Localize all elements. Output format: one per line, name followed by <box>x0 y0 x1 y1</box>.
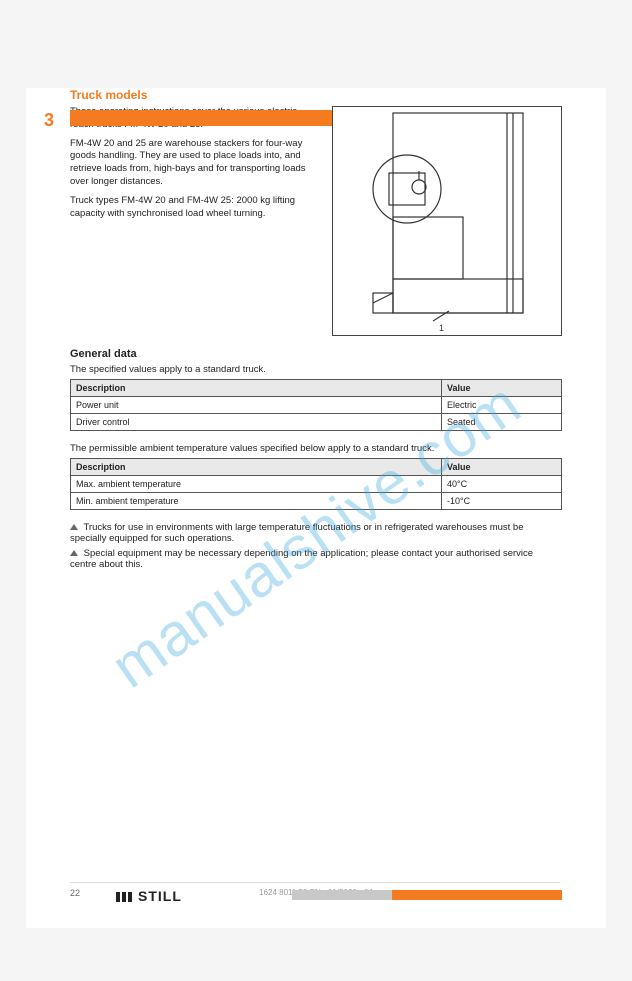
table-cell: 40°C <box>442 476 562 493</box>
table2-intro: The permissible ambient temperature valu… <box>70 443 562 454</box>
truck-diagram: 1 <box>332 106 562 336</box>
callout-number: 1 <box>439 323 444 333</box>
table-header: Description <box>71 459 442 476</box>
table-cell: -10°C <box>442 493 562 510</box>
table-cell: Max. ambient temperature <box>71 476 442 493</box>
chapter-number: 3 <box>44 110 54 131</box>
footer-bar-orange <box>392 890 562 900</box>
page-footer: 22 STILL 1624 8011 50 EN - 01/2020 - 04 <box>26 882 606 916</box>
body-two-col: These operating instructions cover the v… <box>70 106 562 336</box>
note-text: Special equipment may be necessary depen… <box>70 548 533 570</box>
note-paragraph: Special equipment may be necessary depen… <box>70 548 562 570</box>
forklift-line-drawing: 1 <box>333 107 563 337</box>
table-header: Description <box>71 380 442 397</box>
table-row: Driver control Seated <box>71 414 562 431</box>
paragraph: Truck types FM-4W 20 and FM-4W 25: 2000 … <box>70 195 322 221</box>
subheading-general: General data <box>70 348 562 360</box>
footer-divider <box>70 882 560 883</box>
table-cell: Driver control <box>71 414 442 431</box>
note-paragraph: Trucks for use in environments with larg… <box>70 522 562 544</box>
note-arrow-icon <box>70 550 78 556</box>
table-row: Min. ambient temperature -10°C <box>71 493 562 510</box>
manual-page: 3 Overview General Truck models These op… <box>26 88 606 928</box>
body-text-column: These operating instructions cover the v… <box>70 106 322 336</box>
table-cell: Seated <box>442 414 562 431</box>
table-row: Power unit Electric <box>71 397 562 414</box>
table-general-1: Description Value Power unit Electric Dr… <box>70 379 562 431</box>
paragraph: FM-4W 20 and 25 are warehouse stackers f… <box>70 138 322 189</box>
table-header: Value <box>442 459 562 476</box>
table-cell: Min. ambient temperature <box>71 493 442 510</box>
table-general-2: Description Value Max. ambient temperatu… <box>70 458 562 510</box>
note-arrow-icon <box>70 524 78 530</box>
table1-intro: The specified values apply to a standard… <box>70 364 562 375</box>
table-row: Max. ambient temperature 40°C <box>71 476 562 493</box>
table-cell: Power unit <box>71 397 442 414</box>
still-logo: STILL <box>116 888 182 904</box>
table-cell: Electric <box>442 397 562 414</box>
page-number: 22 <box>70 888 80 898</box>
footer-bar-grey <box>292 890 392 900</box>
note-text: Trucks for use in environments with larg… <box>70 522 524 544</box>
table-header: Value <box>442 380 562 397</box>
section-heading: Truck models <box>70 88 562 102</box>
